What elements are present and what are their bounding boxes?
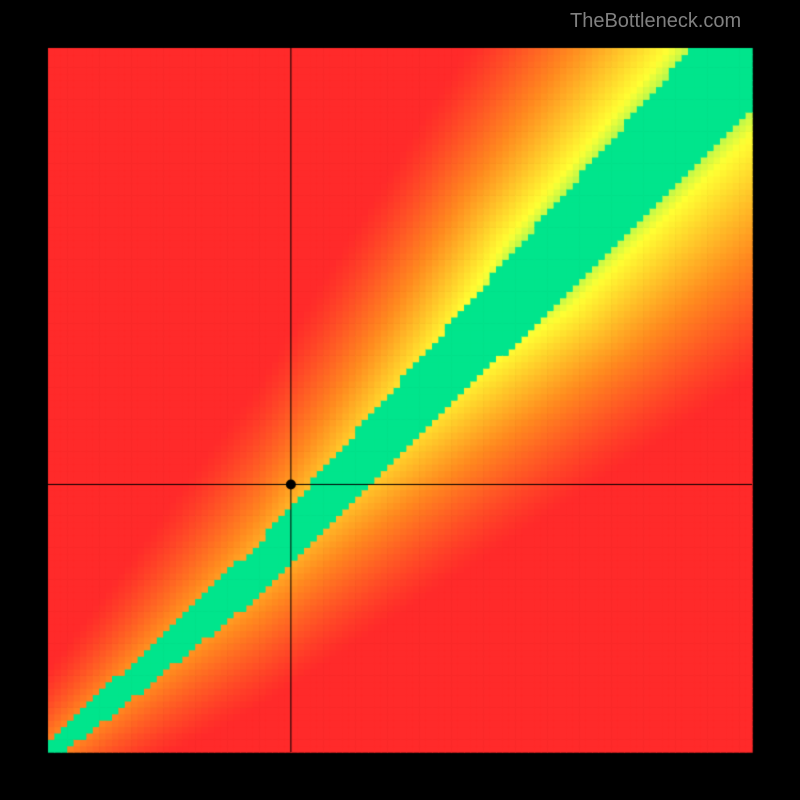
watermark-text: TheBottleneck.com <box>570 10 741 33</box>
bottleneck-heatmap <box>0 0 800 800</box>
